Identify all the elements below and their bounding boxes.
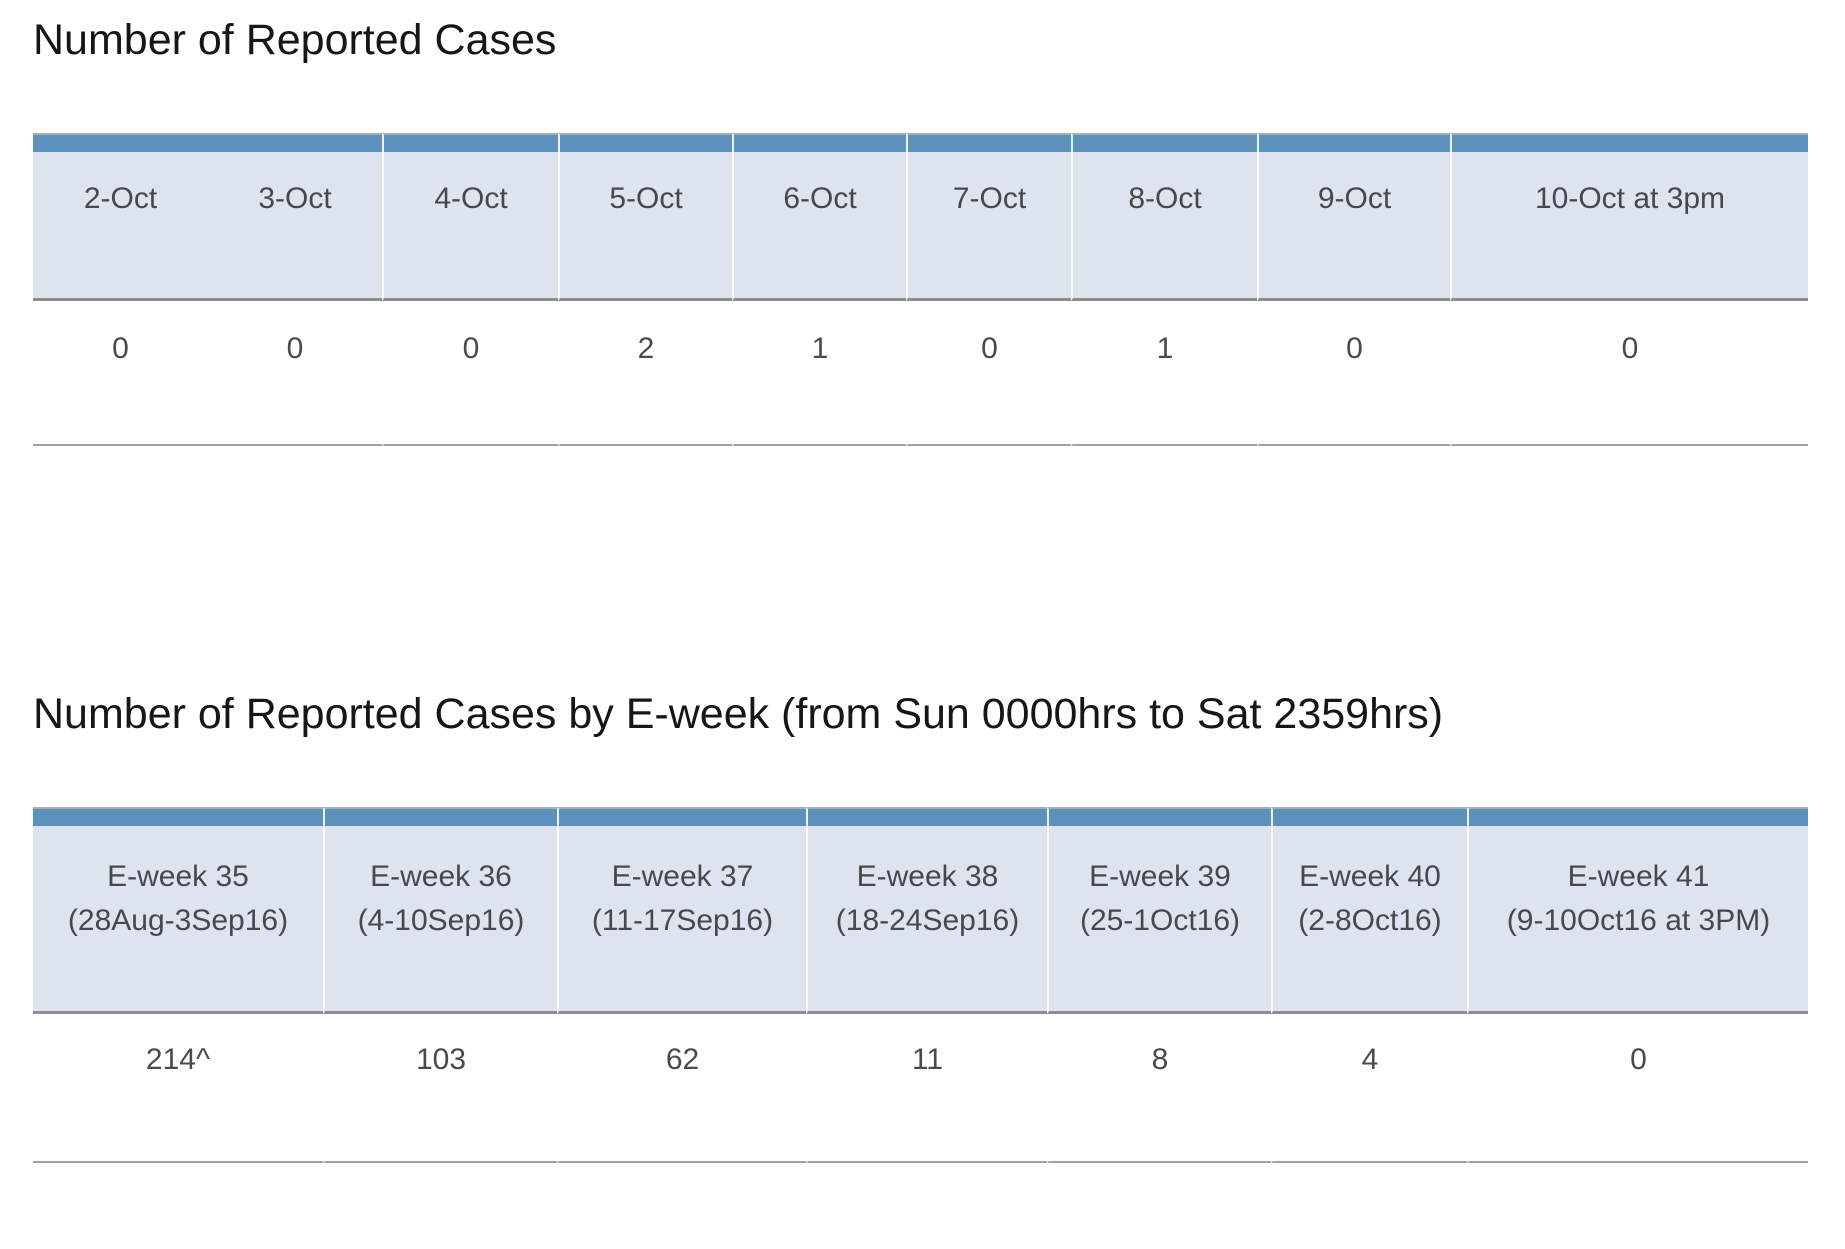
eweek-table-title: Number of Reported Cases by E-week (from… [33, 690, 1444, 738]
daily-header-cell: 7-Oct [906, 152, 1071, 301]
table-top-bar [33, 133, 1808, 152]
daily-value-cell: 1 [732, 301, 906, 446]
daily-cases-table: 2-Oct 3-Oct 4-Oct 5-Oct 6-Oct 7-Oct 8-Oc… [33, 133, 1808, 446]
eweek-value-cell: 103 [323, 1014, 557, 1163]
eweek-value-cell: 0 [1467, 1014, 1808, 1163]
table-top-bar [33, 807, 1808, 826]
daily-header-cell: 9-Oct [1257, 152, 1450, 301]
daily-value-cell: 0 [208, 301, 382, 446]
daily-header-row: 2-Oct 3-Oct 4-Oct 5-Oct 6-Oct 7-Oct 8-Oc… [33, 152, 1808, 301]
eweek-header-cell: E-week 36 (4-10Sep16) [323, 826, 557, 1014]
daily-header-cell: 10-Oct at 3pm [1450, 152, 1808, 301]
daily-value-cell: 0 [1257, 301, 1450, 446]
top-bar-cell [1047, 807, 1271, 826]
top-bar-cell [1271, 807, 1467, 826]
eweek-cases-table: E-week 35 (28Aug-3Sep16) E-week 36 (4-10… [33, 807, 1808, 1163]
daily-header-cell: 2-Oct [33, 152, 208, 301]
daily-value-cell: 0 [382, 301, 558, 446]
eweek-value-cell: 8 [1047, 1014, 1271, 1163]
top-bar-cell [33, 133, 208, 152]
daily-value-cell: 0 [906, 301, 1071, 446]
page-content: Number of Reported Cases 2-Oct 3-Oct 4-O… [33, 9, 1808, 1163]
eweek-header-cell: E-week 37 (11-17Sep16) [557, 826, 806, 1014]
eweek-header-cell: E-week 39 (25-1Oct16) [1047, 826, 1271, 1014]
top-bar-cell [1071, 133, 1257, 152]
eweek-header-cell: E-week 40 (2-8Oct16) [1271, 826, 1467, 1014]
eweek-value-cell: 214^ [33, 1014, 323, 1163]
eweek-value-cell: 62 [557, 1014, 806, 1163]
top-bar-cell [323, 807, 557, 826]
eweek-header-cell: E-week 38 (18-24Sep16) [806, 826, 1047, 1014]
daily-value-cell: 2 [558, 301, 732, 446]
daily-values-row: 0 0 0 2 1 0 1 0 0 [33, 301, 1808, 446]
daily-table-title: Number of Reported Cases [33, 16, 557, 64]
eweek-values-row: 214^ 103 62 11 8 4 0 [33, 1014, 1808, 1163]
daily-value-cell: 0 [33, 301, 208, 446]
top-bar-cell [558, 133, 732, 152]
daily-value-cell: 1 [1071, 301, 1257, 446]
eweek-header-cell: E-week 41 (9-10Oct16 at 3PM) [1467, 826, 1808, 1014]
top-bar-cell [1467, 807, 1808, 826]
eweek-value-cell: 4 [1271, 1014, 1467, 1163]
daily-header-cell: 8-Oct [1071, 152, 1257, 301]
daily-header-cell: 4-Oct [382, 152, 558, 301]
daily-value-cell: 0 [1450, 301, 1808, 446]
top-bar-cell [1450, 133, 1808, 152]
eweek-value-cell: 11 [806, 1014, 1047, 1163]
daily-header-cell: 3-Oct [208, 152, 382, 301]
top-bar-cell [557, 807, 806, 826]
eweek-header-row: E-week 35 (28Aug-3Sep16) E-week 36 (4-10… [33, 826, 1808, 1014]
top-bar-cell [208, 133, 382, 152]
top-bar-cell [732, 133, 906, 152]
top-bar-cell [33, 807, 323, 826]
top-bar-cell [1257, 133, 1450, 152]
top-bar-cell [382, 133, 558, 152]
daily-header-cell: 6-Oct [732, 152, 906, 301]
eweek-header-cell: E-week 35 (28Aug-3Sep16) [33, 826, 323, 1014]
top-bar-cell [806, 807, 1047, 826]
top-bar-cell [906, 133, 1071, 152]
daily-header-cell: 5-Oct [558, 152, 732, 301]
